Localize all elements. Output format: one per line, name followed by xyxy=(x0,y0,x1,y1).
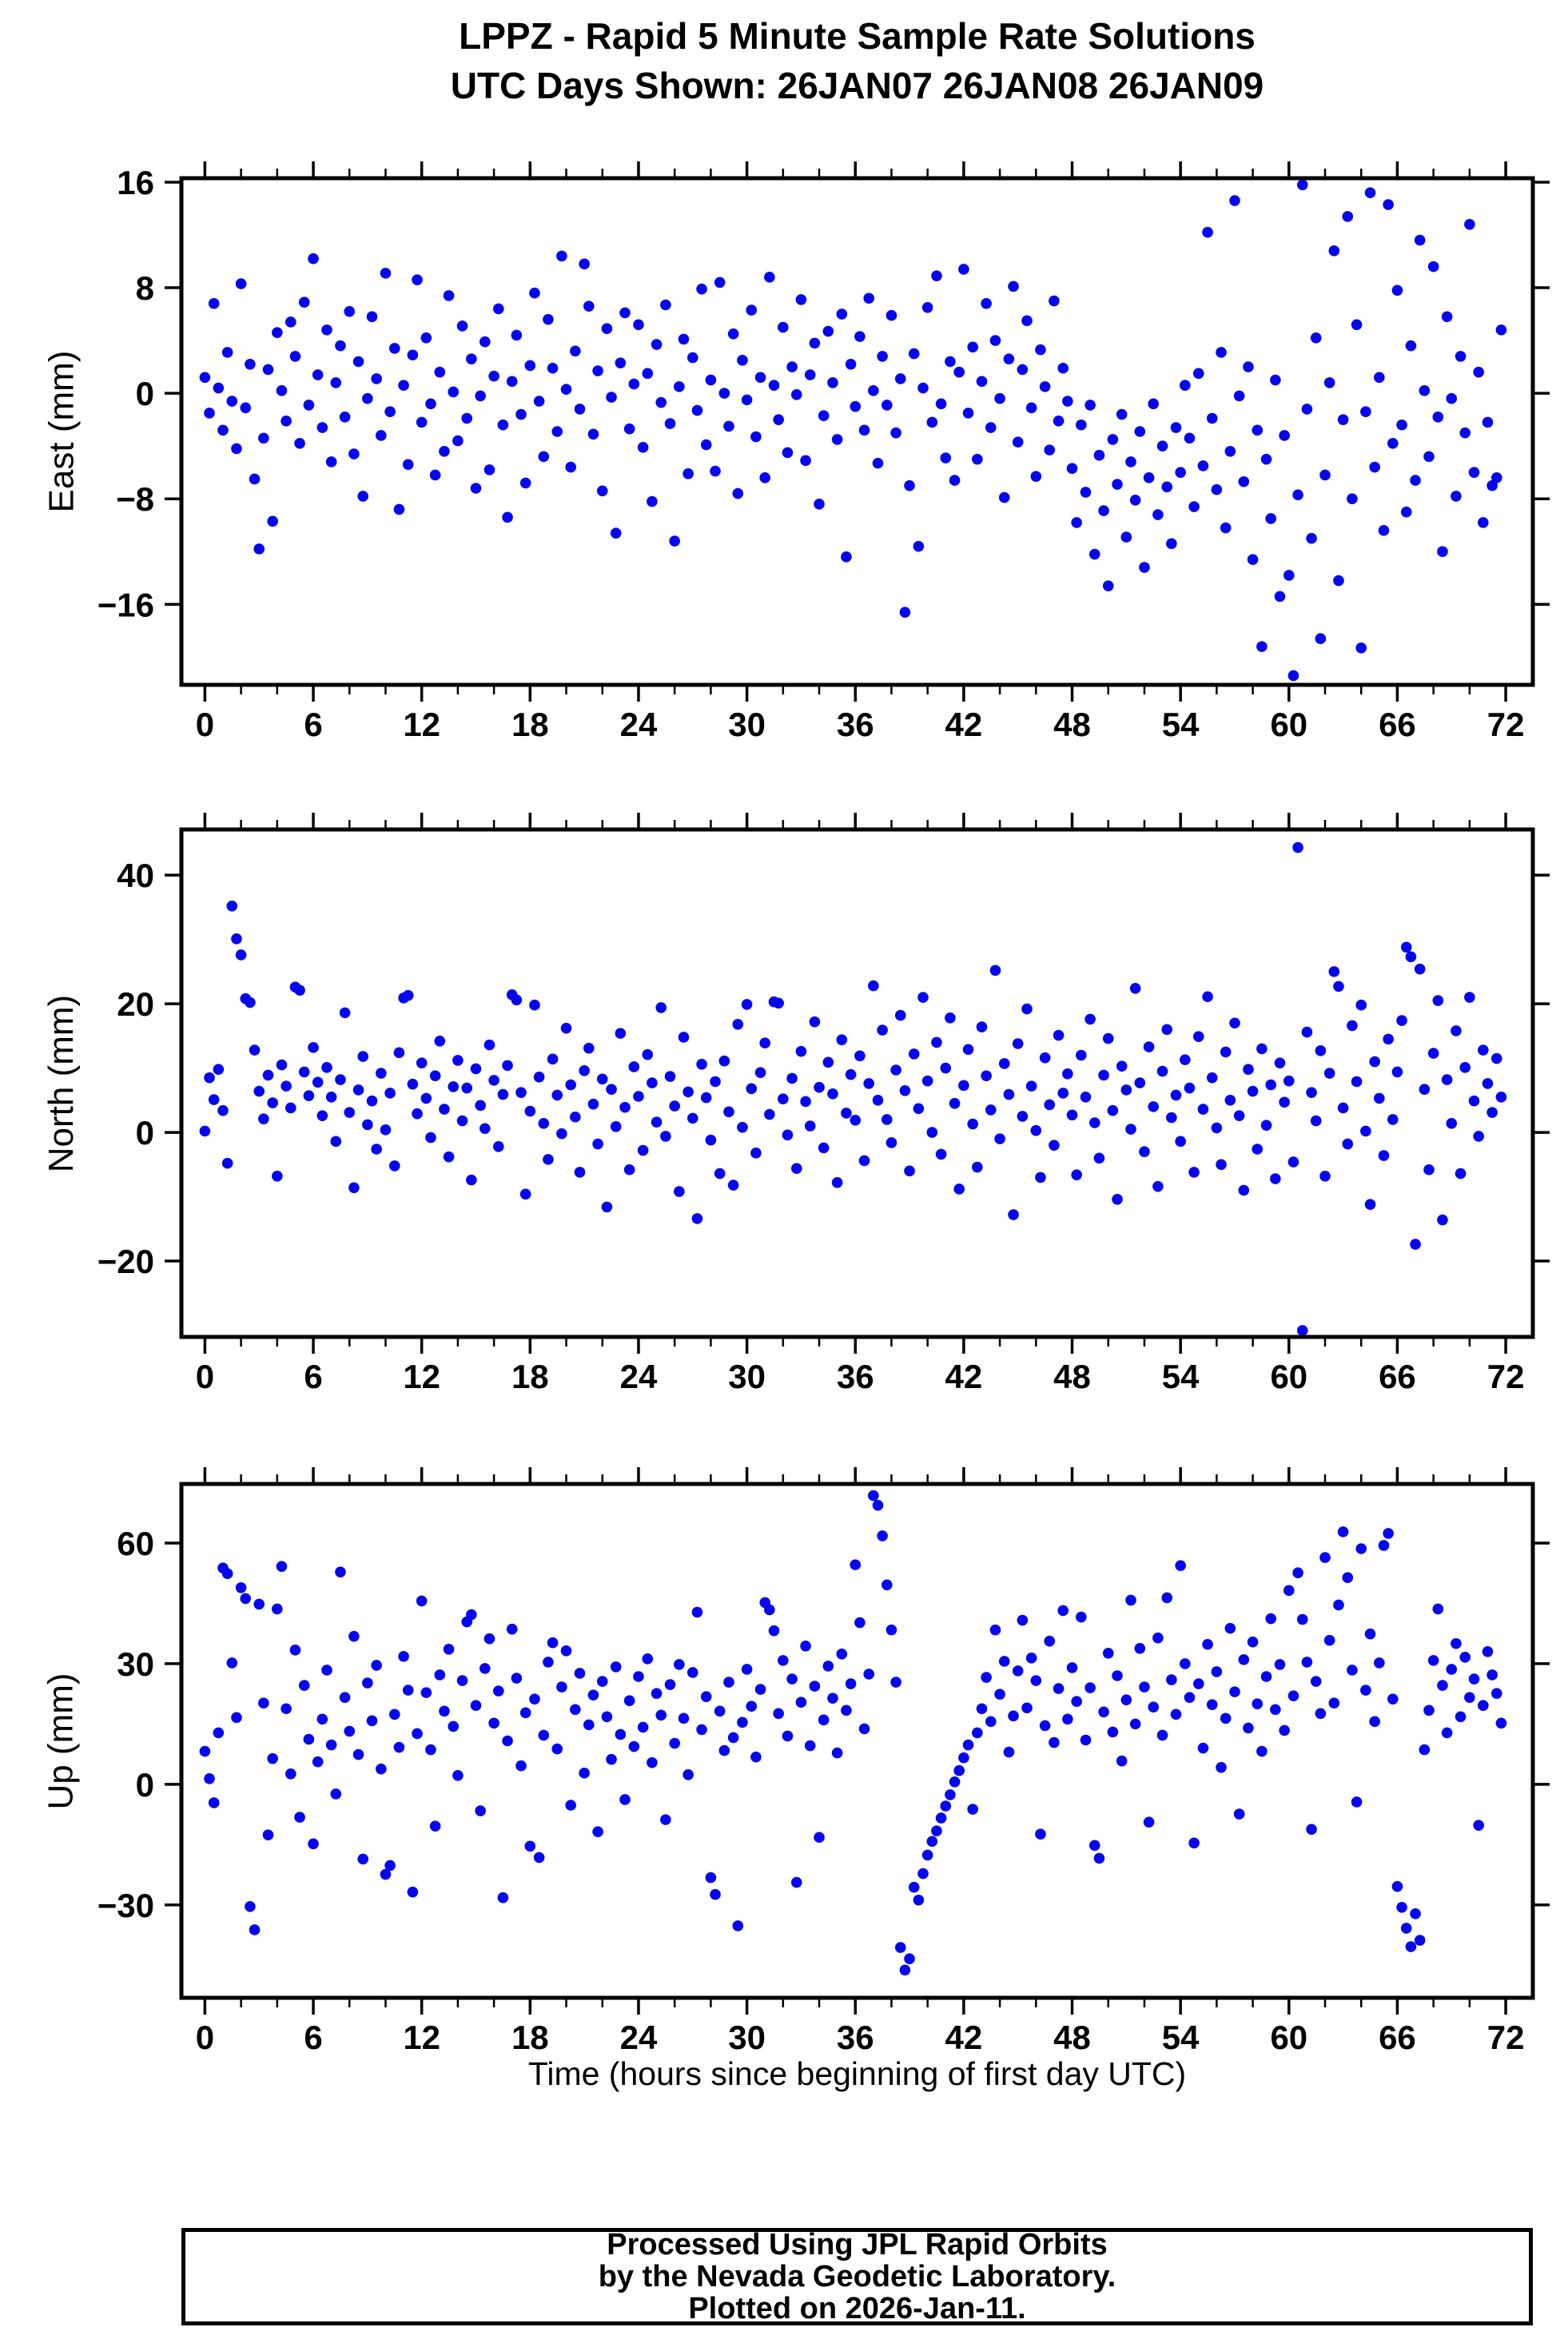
svg-text:36: 36 xyxy=(837,2019,874,2056)
footer-credit-box: Processed Using JPL Rapid Orbits by the … xyxy=(181,2228,1533,2325)
footer-line-3: Plotted on 2026-Jan-11. xyxy=(688,2292,1026,2325)
svg-text:18: 18 xyxy=(511,2019,549,2056)
svg-text:8: 8 xyxy=(136,269,154,307)
svg-text:18: 18 xyxy=(511,1358,549,1395)
svg-text:72: 72 xyxy=(1487,706,1525,743)
east-scatter-plot: 0 6 12 18 24 30 36 42 48 54 60 66 72 16 8 0 −8 −16 xyxy=(98,161,1550,743)
svg-text:−16: −16 xyxy=(98,586,154,623)
svg-text:30: 30 xyxy=(728,2019,766,2056)
east-axis-label: East (mm) xyxy=(42,350,82,513)
svg-text:36: 36 xyxy=(837,706,874,743)
east-panel: East (mm) 0 6 12 18 24 30 36 42 48 54 60 66 72 16 8 0 −8… xyxy=(42,161,1550,743)
svg-text:30: 30 xyxy=(117,1645,154,1683)
svg-text:12: 12 xyxy=(403,2019,440,2056)
svg-text:42: 42 xyxy=(945,1358,983,1395)
footer-line-1: Processed Using JPL Rapid Orbits xyxy=(607,2228,1108,2261)
svg-text:0: 0 xyxy=(196,1358,214,1395)
svg-text:48: 48 xyxy=(1053,1358,1091,1395)
svg-text:24: 24 xyxy=(620,1358,658,1395)
footer-line-2: by the Nevada Geodetic Laboratory. xyxy=(598,2260,1116,2293)
svg-text:6: 6 xyxy=(304,1358,322,1395)
svg-text:20: 20 xyxy=(117,985,154,1023)
svg-text:30: 30 xyxy=(728,1358,766,1395)
svg-text:6: 6 xyxy=(304,706,322,743)
up-panel: Up (mm) 0 6 12 18 24 30 36 42 48 54 60 66 72 60 30 0 −30 xyxy=(42,1467,1550,2056)
svg-text:42: 42 xyxy=(945,706,983,743)
svg-text:0: 0 xyxy=(196,706,214,743)
svg-text:0: 0 xyxy=(136,375,154,412)
svg-text:66: 66 xyxy=(1379,706,1416,743)
svg-text:60: 60 xyxy=(1270,1358,1307,1395)
svg-text:6: 6 xyxy=(304,2019,322,2056)
north-scatter-plot: 0 6 12 18 24 30 36 42 48 54 60 66 72 40 20 0 −20 xyxy=(98,813,1550,1395)
svg-text:42: 42 xyxy=(945,2019,983,2056)
svg-text:60: 60 xyxy=(1270,2019,1307,2056)
north-axis-label: North (mm) xyxy=(42,994,81,1172)
svg-text:72: 72 xyxy=(1487,1358,1525,1395)
svg-text:54: 54 xyxy=(1162,706,1200,743)
svg-text:0: 0 xyxy=(136,1766,154,1804)
svg-text:60: 60 xyxy=(117,1525,154,1562)
svg-text:24: 24 xyxy=(620,2019,658,2056)
svg-text:0: 0 xyxy=(136,1114,154,1152)
chart-title: LPPZ - Rapid 5 Minute Sample Rate Soluti… xyxy=(459,15,1256,57)
up-scatter-plot: 0 6 12 18 24 30 36 42 48 54 60 66 72 60 30 0 −30 xyxy=(98,1467,1550,2056)
svg-text:−20: −20 xyxy=(98,1243,154,1280)
svg-text:12: 12 xyxy=(403,706,440,743)
svg-text:18: 18 xyxy=(511,706,549,743)
svg-text:40: 40 xyxy=(117,857,154,894)
svg-text:−8: −8 xyxy=(116,480,154,518)
svg-text:30: 30 xyxy=(728,706,766,743)
svg-text:−30: −30 xyxy=(98,1887,154,1924)
north-panel: North (mm) 0 6 12 18 24 30 36 42 48 54 60 66 72 40 20 0… xyxy=(42,813,1550,1395)
chart-subtitle: UTC Days Shown: 26JAN07 26JAN08 26JAN09 xyxy=(450,65,1264,106)
svg-text:72: 72 xyxy=(1487,2019,1525,2056)
svg-text:54: 54 xyxy=(1162,2019,1200,2056)
svg-text:12: 12 xyxy=(403,1358,440,1395)
svg-text:60: 60 xyxy=(1270,706,1307,743)
time-axis-label: Time (hours since beginning of first day… xyxy=(527,2055,1187,2092)
svg-text:66: 66 xyxy=(1379,2019,1416,2056)
up-axis-label: Up (mm) xyxy=(42,1672,81,1810)
svg-text:66: 66 xyxy=(1379,1358,1416,1395)
svg-text:24: 24 xyxy=(620,706,658,743)
svg-text:48: 48 xyxy=(1053,706,1091,743)
svg-text:54: 54 xyxy=(1162,1358,1200,1395)
svg-text:48: 48 xyxy=(1053,2019,1091,2056)
svg-text:16: 16 xyxy=(117,164,154,201)
svg-text:36: 36 xyxy=(837,1358,874,1395)
svg-text:0: 0 xyxy=(196,2019,214,2056)
